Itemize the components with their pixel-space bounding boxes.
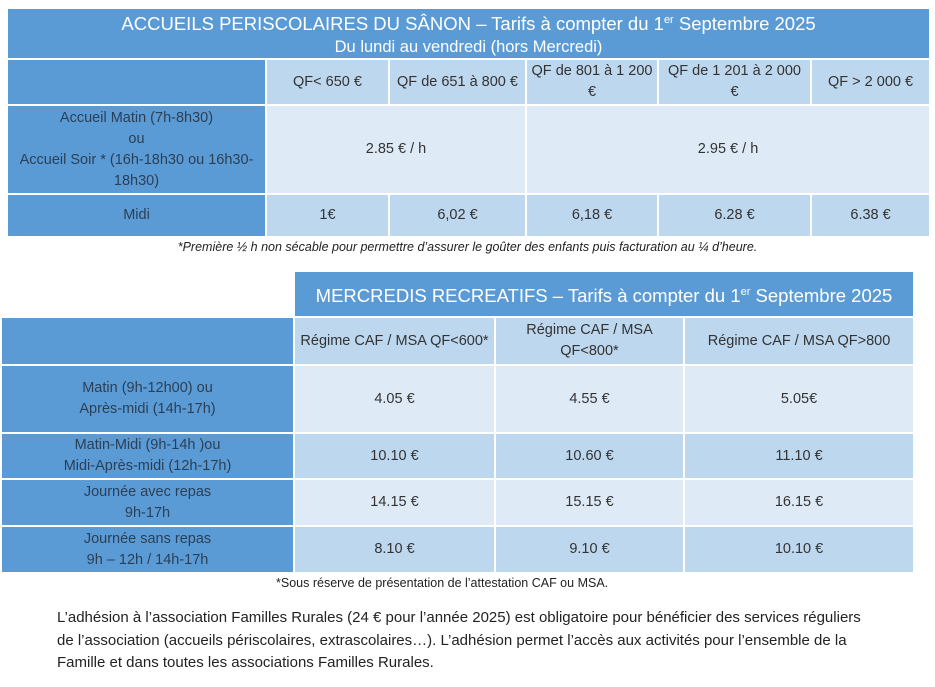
price: 14.15 € — [293, 478, 496, 527]
price-accueil: 2.85 € / h — [265, 104, 527, 196]
periscolaire-table: ACCUEILS PERISCOLAIRES DU SÂNON – Tarifs… — [5, 6, 932, 239]
header-qf: QF de 1 201 à 2 000 € — [657, 58, 812, 107]
mercredis-table: MERCREDIS RECREATIFS – Tarifs à compter … — [0, 270, 916, 574]
row-label: Journée sans repas 9h – 12h / 14h-17h — [0, 525, 295, 574]
table1-subtitle: Du lundi au vendredi (hors Mercredi) — [334, 38, 603, 57]
table2-title: MERCREDIS RECREATIFS – Tarifs à compter … — [292, 270, 916, 318]
header-regime: Régime CAF / MSA QF>800 — [682, 316, 916, 366]
header-qf: QF > 2 000 € — [809, 58, 932, 107]
price: 10.10 € — [682, 525, 916, 574]
row-label: Matin (9h-12h00) ou Après-midi (14h-17h) — [0, 364, 295, 434]
price: 8.10 € — [293, 525, 496, 574]
price-midi: 6,18 € — [525, 193, 659, 239]
price: 11.10 € — [682, 432, 916, 480]
price-midi: 6,02 € — [388, 193, 527, 239]
row-label: Matin-Midi (9h-14h )ou Midi-Après-midi (1… — [0, 432, 295, 480]
table2-footnote: *Sous réserve de présentation de l’attes… — [276, 576, 609, 590]
header-regime: Régime CAF / MSA QF<600* — [293, 316, 496, 366]
header-qf: QF de 801 à 1 200 € — [525, 58, 659, 107]
header-qf: QF< 650 € — [265, 58, 390, 107]
price: 15.15 € — [494, 478, 685, 527]
header-regime: Régime CAF / MSA QF<800* — [494, 316, 685, 366]
price: 16.15 € — [682, 478, 916, 527]
header-qf: QF de 651 à 800 € — [388, 58, 527, 107]
empty-header — [0, 316, 295, 366]
price: 5.05€ — [682, 364, 916, 434]
price: 10.10 € — [293, 432, 496, 480]
price-midi: 6.38 € — [809, 193, 932, 239]
price: 4.55 € — [494, 364, 685, 434]
price-accueil: 2.95 € / h — [524, 104, 932, 196]
row-label: Journée avec repas 9h-17h — [0, 478, 295, 527]
adhesion-paragraph: L’adhésion à l’association Familles Rura… — [57, 609, 861, 671]
table1-footnote: *Première ½ h non sécable pour permettre… — [177, 240, 758, 254]
price: 10.60 € — [494, 432, 685, 480]
price: 9.10 € — [494, 525, 685, 574]
price: 4.05 € — [293, 364, 496, 434]
price-midi: 1€ — [265, 193, 390, 239]
row-label-midi: Midi — [6, 193, 267, 239]
price-midi: 6.28 € — [657, 193, 812, 239]
empty-header — [6, 58, 267, 107]
row-label-accueil: Accueil Matin (7h-8h30) ou Accueil Soir * … — [6, 104, 267, 196]
table1-title: ACCUEILS PERISCOLAIRES DU SÂNON – Tarifs… — [5, 6, 932, 61]
